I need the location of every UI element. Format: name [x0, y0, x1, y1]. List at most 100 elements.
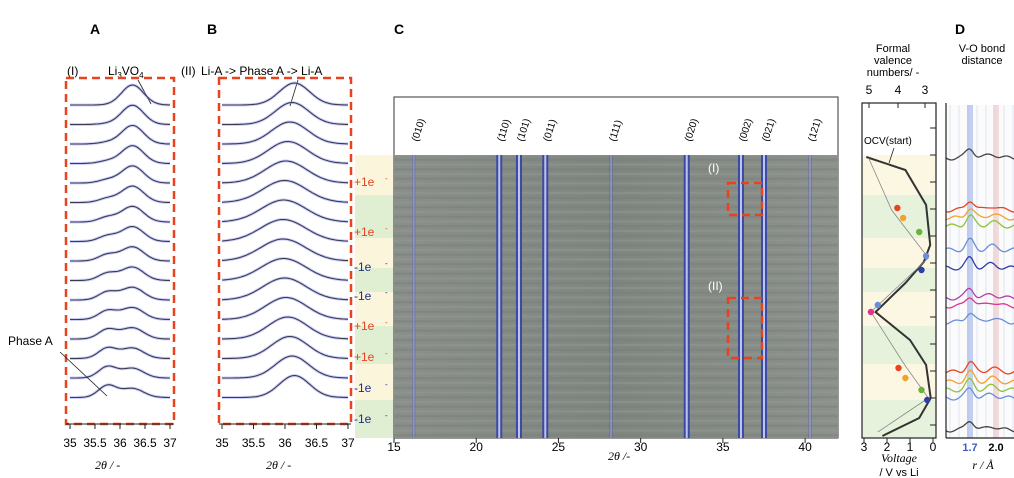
voltage-side-ticks — [930, 127, 936, 426]
valence-dot — [899, 214, 907, 222]
voltage-frame — [861, 102, 937, 439]
panel-c-region-label-2: (II) — [708, 279, 723, 293]
panel-b-traces — [221, 81, 349, 399]
panel-a-trace — [70, 384, 170, 399]
panel-c-region-label-1: (I) — [708, 161, 719, 175]
panel-a-trace-glow — [70, 383, 170, 399]
panel-d-highlight-1 — [967, 105, 973, 438]
valence-title-line-1: Formal — [876, 43, 910, 55]
panel-c-electron-superscript: - — [385, 174, 388, 183]
panel-a: A (I) Li3VO4 Phase A 35 35.5 36 36.5 37 2θ /… — [8, 21, 177, 472]
panel-c-electron-superscript: - — [385, 288, 388, 297]
panel-c-electron-label: +1e — [354, 175, 375, 189]
panel-d-trace — [946, 148, 1014, 161]
valence-dot — [922, 252, 930, 260]
panel-b-tick-label: 36 — [278, 436, 292, 450]
panel-c-electron-label: -1e — [354, 412, 372, 426]
panel-c-letter: C — [394, 21, 404, 37]
valence-dot — [867, 308, 875, 316]
panel-c-electron-label: +1e — [354, 225, 375, 239]
panel-d-trace — [946, 237, 1014, 253]
valence-title-line-2: valence — [874, 55, 912, 67]
voltage-bottom-ticks: 3 2 1 0 — [861, 438, 937, 454]
panel-d-trace — [946, 201, 1014, 213]
voltage-ocv-annotation: OCV(start) — [864, 136, 912, 147]
panel-a-trace — [70, 145, 170, 165]
valence-dots — [867, 204, 931, 404]
voltage-bottom-tick-label: 2 — [884, 440, 891, 454]
panel-c-reflection-band — [412, 155, 416, 438]
panel-c-band — [355, 195, 394, 238]
panel-c-reflection-band — [808, 155, 812, 438]
panel-c-streaks — [394, 155, 838, 438]
panel-c-tick-label: 35 — [716, 440, 730, 454]
panel-b-trace — [222, 355, 348, 379]
panel-b-trace — [221, 160, 348, 184]
panel-c-electron-superscript: - — [385, 224, 388, 233]
panel-d-trace — [946, 377, 1014, 393]
panel-c-dashed-box-2 — [726, 296, 764, 360]
panel-d-title-line-1: V-O bond — [959, 43, 1005, 55]
panel-a-trace — [70, 185, 171, 204]
panel-d-trace — [946, 287, 1014, 301]
panel-a-trace — [70, 165, 170, 184]
panel-a-ticks: 35 35.5 36 36.5 37 — [63, 424, 177, 450]
panel-b-tick-label: 36.5 — [305, 436, 329, 450]
panel-c-reflection-core — [685, 155, 688, 438]
panel-d-xlabel: r / Å — [972, 458, 994, 472]
panel-c-band — [355, 364, 394, 400]
panel-d-tick-2: 2.0 — [988, 442, 1003, 454]
panel-a-tick-label: 35.5 — [83, 436, 107, 450]
panel-b-trace — [222, 335, 349, 360]
panel-c-electron-superscript: - — [385, 411, 388, 420]
panel-a-tag: (I) — [67, 64, 78, 78]
panel-b: B (II) Li-A -> Phase A -> Li-A 35 35.5 36 3… — [181, 21, 355, 472]
voltage-xlabel-line-1: Voltage — [881, 451, 918, 465]
valence-top-tick-label: 4 — [895, 83, 902, 97]
panel-c-band — [355, 326, 394, 364]
panel-d-trace — [946, 256, 1014, 271]
panel-a-xlabel: 2θ / - — [95, 458, 120, 472]
panel-b-trace — [222, 140, 349, 164]
panel-b-ticks: 35 35.5 36 36.5 37 — [215, 424, 355, 450]
panel-d-tick-1: 1.7 — [962, 442, 977, 454]
panel-a-compound: Li3VO4 — [108, 64, 144, 80]
panel-b-trace — [221, 179, 349, 203]
panel-b-trace — [221, 296, 348, 320]
panel-a-trace — [70, 84, 170, 106]
panel-a-trace — [70, 246, 171, 262]
panel-c-reflection-core — [412, 155, 415, 438]
panel-a-trace — [70, 205, 171, 223]
panel-c-electron-label: -1e — [354, 289, 372, 303]
panel-c-tick-label: 25 — [552, 440, 566, 454]
panel-d-highlight-2 — [993, 105, 999, 438]
panel-c-electron-label: +1e — [354, 319, 375, 333]
voltage-band — [862, 155, 936, 195]
panel-d-trace — [946, 297, 1014, 309]
panel-c-electron-superscript: - — [385, 349, 388, 358]
panel-d-trace — [946, 360, 1014, 375]
panel-a-traces — [70, 83, 171, 399]
panel-b-letter: B — [207, 21, 217, 37]
voltage-xlabel-line-2: / V vs Li — [879, 467, 918, 478]
panel-b-dashed-box — [217, 76, 353, 426]
panel-b-trace — [222, 121, 349, 145]
voltage-ocv-arrow — [888, 147, 895, 164]
valence-dot — [874, 301, 881, 309]
panel-c-electron-labels: +1e - +1e - -1e - -1e - +1e - +1e - -1e - -1e - — [354, 174, 388, 426]
valence-dot — [902, 374, 909, 382]
panel-c: C (010) (110) (101) (011) (111) (020) (002) (02… — [354, 21, 839, 463]
valence-title-line-3: numbers/ - — [867, 67, 920, 79]
panel-c-xlabel: 2θ /- — [608, 449, 630, 463]
panel-a-trace — [70, 266, 171, 282]
panel-a-tick-label: 35 — [63, 436, 77, 450]
panel-b-trace-glow — [222, 315, 349, 341]
panel-d-trace — [946, 214, 1014, 229]
panel-c-electron-superscript: - — [385, 259, 388, 268]
panel-b-trace — [222, 82, 349, 106]
valence-dot — [894, 204, 901, 212]
panel-c-bands — [355, 155, 394, 438]
panel-d-trace — [946, 387, 1014, 401]
panel-b-trace — [221, 238, 349, 262]
panel-c-hkl-labels: (010) (110) (101) (011) (111) (020) (002) (021)… — [410, 117, 824, 143]
